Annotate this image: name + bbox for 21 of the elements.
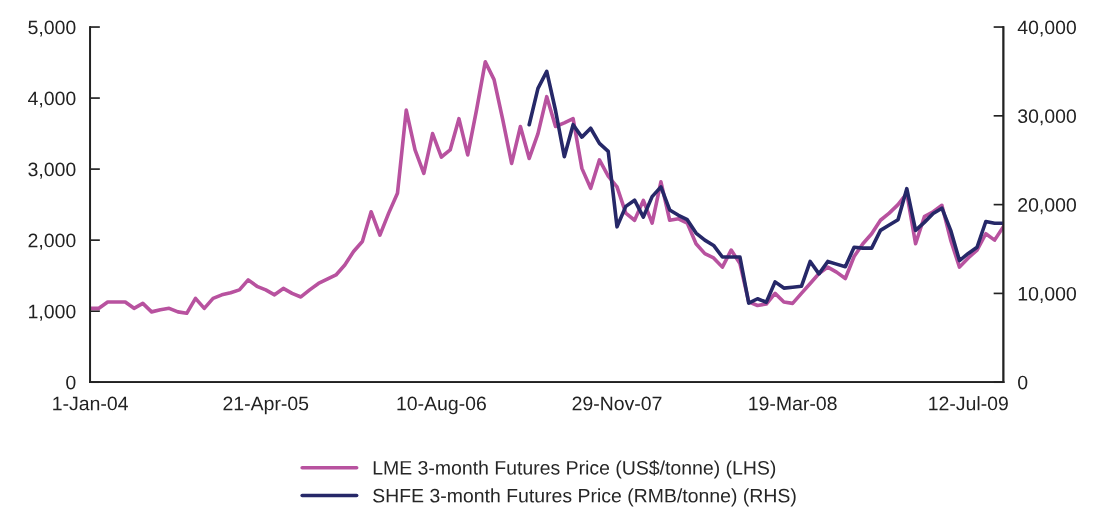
x-tick-label: 19-Mar-08 xyxy=(749,396,837,411)
y-tick-label: 3,000 xyxy=(28,162,76,179)
line-series xyxy=(527,69,1004,305)
y2-tick-label: 10,000 xyxy=(1018,286,1076,303)
legend-label: LME 3-month Futures Price (US$/tonne) (LHS) xyxy=(373,460,776,479)
y-tick-label: 4,000 xyxy=(28,91,76,108)
y-tick-label: 5,000 xyxy=(28,20,76,37)
x-tick-label: 12-Jul-09 xyxy=(929,396,1008,411)
x-tick-label: 29-Nov-07 xyxy=(572,396,662,411)
x-tick-label: 21-Apr-05 xyxy=(223,396,309,415)
x-tick-label: 10-Aug-06 xyxy=(397,396,486,415)
y-tick-label: 1,000 xyxy=(29,304,76,321)
y2-tick-label: 20,000 xyxy=(1018,198,1076,215)
y-tick-label: 2,000 xyxy=(28,233,76,250)
line-series xyxy=(90,60,1004,316)
y2-tick-label: 30,000 xyxy=(1018,109,1076,126)
y2-tick-label: 0 xyxy=(1018,375,1028,390)
legend-label: SHFE 3-month Futures Price (RMB/tonne) (RHS) xyxy=(373,488,796,507)
x-tick-label: 1-Jan-04 xyxy=(53,396,128,411)
y2-tick-label: 40,000 xyxy=(1017,20,1076,37)
y-tick-label: 0 xyxy=(66,375,76,390)
